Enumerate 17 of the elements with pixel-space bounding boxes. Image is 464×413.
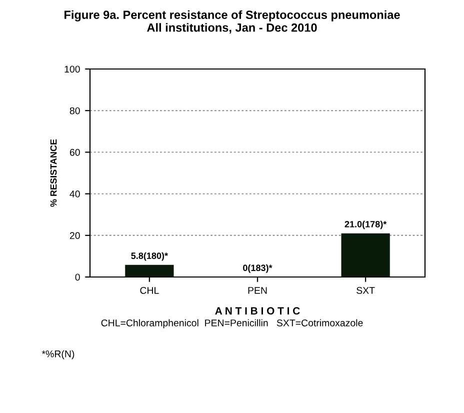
y-tick-label: 40 bbox=[70, 190, 80, 198]
y-tick-label: 60 bbox=[70, 148, 80, 156]
data-label: 0(183)* bbox=[243, 264, 272, 273]
x-tick-label: PEN bbox=[248, 287, 267, 294]
y-tick-label: 80 bbox=[70, 107, 80, 114]
x-tick-label: CHL bbox=[140, 286, 159, 294]
text: CHL=Chloramphenicol PEN=Penicillin SXT=Cotrimoxazole bbox=[101, 319, 363, 328]
y-tick-label: 100 bbox=[64, 66, 80, 73]
x-axis-title: A N T I B I O T I C bbox=[215, 307, 300, 315]
y-axis-title: % RESISTANCE bbox=[50, 139, 57, 207]
data-label: 21.0(178)* bbox=[344, 220, 387, 230]
text: *%R(N) bbox=[42, 350, 74, 360]
x-tick-label: SXT bbox=[356, 286, 375, 294]
y-tick-label: 0 bbox=[75, 274, 80, 281]
data-label: 5.8(180)* bbox=[131, 252, 168, 261]
y-tick-label: 20 bbox=[70, 232, 80, 240]
chart-title: Figure 9a. Percent resistance of Streptococcus pneumoniae All institutions, Jan - Dec 2010 bbox=[64, 10, 400, 34]
